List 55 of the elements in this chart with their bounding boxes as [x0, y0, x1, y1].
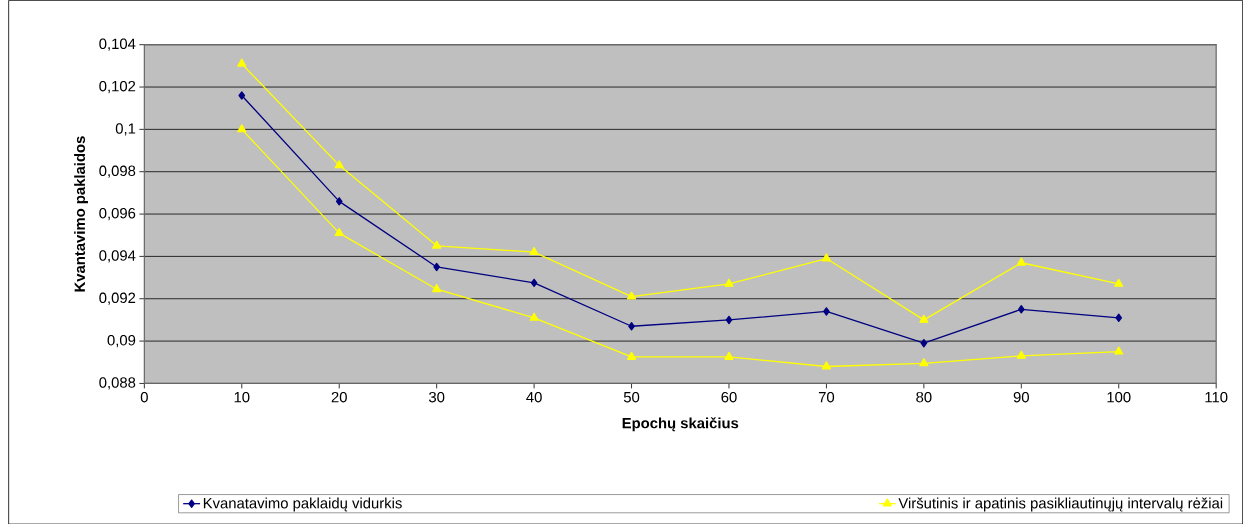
y-tick-label: 0,096	[99, 207, 136, 220]
point	[1016, 257, 1026, 266]
point	[725, 315, 733, 324]
point	[823, 306, 830, 316]
point	[335, 196, 343, 206]
x-tick-label: 60	[721, 391, 737, 403]
x-tick-label: 110	[1205, 391, 1228, 403]
x-tick-label: 30	[428, 391, 445, 403]
y-tick-label: 0,09	[107, 334, 136, 347]
point	[626, 351, 637, 360]
x-tick-label: 100	[1107, 391, 1131, 403]
x-tick-label: 20	[331, 391, 347, 403]
point	[529, 246, 539, 255]
point	[920, 338, 928, 348]
point	[433, 262, 440, 271]
x-tick-label: 50	[623, 391, 640, 403]
x-tick-label: 70	[818, 391, 835, 403]
point	[237, 58, 247, 67]
x-tick-label: 10	[234, 391, 250, 403]
y-tick-label: 0,092	[99, 292, 136, 305]
point	[626, 291, 637, 300]
point	[334, 159, 344, 169]
y-axis-title: Kvantavimo paklaidos	[74, 136, 88, 292]
x-tick-label: 90	[1013, 391, 1029, 403]
point	[821, 361, 832, 370]
point	[530, 278, 538, 287]
point	[1016, 350, 1026, 359]
y-tick-label: 0,104	[99, 38, 136, 51]
point	[821, 253, 832, 262]
legend-label: Kvanatavimo paklaidų vidurkis	[203, 497, 402, 512]
y-tick-label: 0,088	[99, 377, 136, 390]
y-tick-label: 0,094	[99, 250, 136, 263]
y-tick-label: 0,098	[99, 165, 136, 178]
point	[1115, 313, 1123, 322]
legend-label: Viršutinis ir apatinis pasikliautinųjų intervalų rėžiai	[898, 497, 1223, 512]
point	[432, 240, 442, 249]
point	[238, 91, 246, 100]
point	[919, 357, 929, 367]
point	[1017, 304, 1025, 314]
y-tick-label: 0,102	[99, 80, 136, 93]
x-tick-label: 40	[526, 391, 542, 403]
point	[724, 351, 734, 360]
point	[1114, 346, 1124, 355]
x-tick-label: 80	[916, 391, 932, 403]
y-tick-label: 0,1	[115, 123, 136, 136]
point	[724, 278, 734, 287]
point	[334, 227, 344, 236]
point	[529, 312, 539, 321]
x-axis-title: Epochų skaičius	[622, 416, 739, 432]
point	[432, 283, 442, 292]
x-tick-label: 0	[140, 391, 148, 403]
point	[237, 123, 247, 133]
point	[1114, 278, 1124, 287]
point	[919, 314, 929, 323]
point	[628, 321, 635, 331]
